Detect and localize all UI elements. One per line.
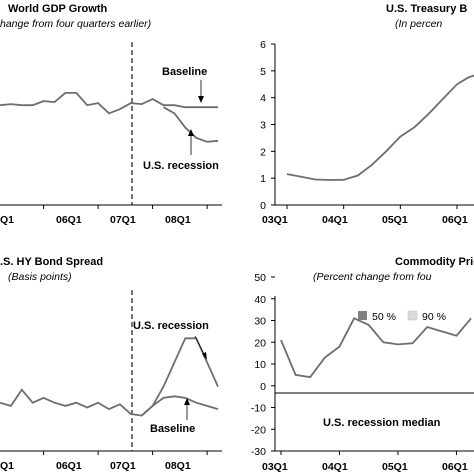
panel3-arrow-recession [194, 335, 206, 357]
legend-swatch-50 [358, 311, 367, 320]
panel-hy-spread: .S. HY Bond Spread (Basis points) Q1 06Q… [0, 256, 222, 472]
y-tick-label: 2 [260, 146, 266, 158]
panel4-median-label: U.S. recession median [323, 417, 441, 429]
panel1-annotation-baseline: Baseline [162, 66, 207, 78]
panel4-x-label: 03Q1 [262, 461, 288, 473]
panel1-x-label: 06Q1 [56, 214, 82, 226]
panel2-series [286, 74, 474, 181]
panel3-arrowhead-recession [202, 352, 207, 360]
panel2-x-label: 03Q1 [262, 214, 288, 226]
panel3-x-label: 08Q1 [165, 460, 191, 472]
panel1-series [0, 92, 219, 143]
panel2-title: U.S. Treasury B [386, 3, 467, 15]
series-line-baseline [0, 92, 218, 115]
panel1-x-label: 07Q1 [110, 214, 136, 226]
panel3-series [0, 337, 219, 417]
panel1-x-ticks [43, 205, 208, 209]
y-tick-label: 30 [254, 316, 266, 328]
series-line-treasury [286, 74, 474, 181]
panel-world-gdp: World GDP Growth hange from four quarter… [0, 3, 222, 226]
panel1-x-edge-label: Q1 [0, 214, 14, 226]
panel4-series [280, 317, 472, 379]
legend-swatch-90 [407, 310, 418, 321]
series-line-recession [0, 337, 219, 417]
y-tick-label: 0 [260, 200, 266, 212]
y-tick-label: 0 [260, 381, 266, 393]
y-tick-label: 5 [260, 66, 266, 78]
y-tick-label: 4 [260, 93, 266, 105]
panel3-subtitle: (Basis points) [8, 271, 72, 283]
panel3-x-ticks [43, 451, 208, 455]
panel4-y-ticks: -30 -20 -10 0 10 20 30 40 50 [251, 272, 275, 458]
panel-commodity-prices: Commodity Price (Percent change from fou… [251, 256, 474, 473]
y-tick-label: 6 [260, 39, 266, 51]
series-line-baseline [141, 395, 219, 417]
y-tick-label: 40 [254, 294, 266, 306]
panel4-x-label: 04Q1 [322, 461, 348, 473]
y-tick-label: 3 [260, 120, 266, 132]
panel1-arrowhead-baseline [198, 96, 204, 103]
legend-label-50: 50 % [372, 311, 396, 323]
panel1-x-label: 08Q1 [165, 214, 191, 226]
panel3-title: .S. HY Bond Spread [0, 256, 103, 268]
panel3-annotation-recession: U.S. recession [133, 320, 209, 332]
y-tick-label: -20 [251, 424, 266, 436]
panel2-x-ticks [286, 205, 458, 209]
panel4-x-ticks [280, 451, 457, 455]
y-tick-label: 20 [254, 337, 266, 349]
panel4-x-label: 05Q1 [382, 461, 408, 473]
panel1-subtitle: hange from four quarters earlier) [0, 18, 151, 30]
panel1-annotation-recession: U.S. recession [143, 160, 219, 172]
y-tick-label: 1 [260, 173, 266, 185]
panel2-y-ticks: 0 1 2 3 4 5 6 [260, 39, 275, 212]
panel1-arrowhead-recession [188, 129, 194, 136]
panel4-title: Commodity Price [395, 256, 474, 268]
panel3-x-label: 07Q1 [110, 460, 136, 472]
panel4-subtitle: (Percent change from fou [313, 271, 432, 283]
series-line-commodity [280, 317, 472, 379]
y-tick-label: 50 [254, 272, 266, 284]
panel1-title: World GDP Growth [8, 3, 107, 15]
panel2-subtitle: (In percen [395, 18, 442, 30]
y-tick-label: 10 [254, 359, 266, 371]
panel2-x-label: 04Q1 [322, 214, 348, 226]
panel2-x-label: 05Q1 [382, 214, 408, 226]
panel3-annotation-baseline: Baseline [150, 423, 195, 435]
legend-label-90: 90 % [422, 311, 446, 323]
y-tick-label: -30 [251, 446, 266, 458]
panel2-x-label: 06Q1 [442, 214, 468, 226]
panel4-x-label: 06Q1 [442, 461, 468, 473]
panel3-arrowhead-baseline [184, 398, 190, 405]
panel3-x-edge-label: Q1 [0, 460, 14, 472]
y-tick-label: -10 [251, 403, 266, 415]
panel3-x-label: 06Q1 [56, 460, 82, 472]
